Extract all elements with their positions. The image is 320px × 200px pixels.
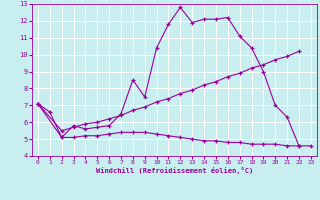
X-axis label: Windchill (Refroidissement éolien,°C): Windchill (Refroidissement éolien,°C) <box>96 167 253 174</box>
